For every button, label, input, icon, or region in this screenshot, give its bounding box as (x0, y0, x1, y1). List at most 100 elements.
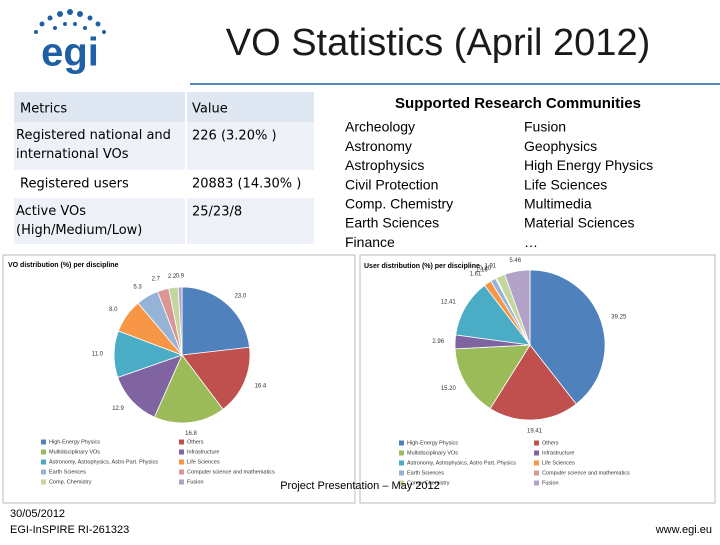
community-item: Civil Protection (345, 176, 438, 192)
data-label: 19.41 (527, 428, 543, 434)
legend-label: Computer science and mathematics (187, 469, 275, 475)
community-item: Material Sciences (524, 215, 635, 231)
legend-swatch (534, 460, 539, 466)
footer-date: 30/05/2012 (10, 508, 65, 520)
pie-slice (117, 354, 183, 418)
legend-label: Earth Sciences (407, 470, 444, 476)
legend-swatch (179, 479, 184, 485)
table-cell: Active VOs (High/Medium/Low) (16, 204, 143, 238)
pie-slice (455, 284, 531, 346)
data-label: 5.3 (133, 285, 142, 291)
community-item: Multimedia (524, 196, 592, 212)
community-item: … (524, 234, 538, 250)
footer-url: www.egi.eu (655, 524, 712, 536)
data-label: 8.0 (109, 307, 118, 313)
logo-text: egi (41, 31, 99, 75)
community-item: Astronomy (345, 138, 412, 154)
legend-swatch (179, 449, 184, 455)
table-cell: 20883 (14.30% ) (192, 177, 301, 192)
footer-center: Project Presentation – May 2012 (280, 480, 440, 492)
table-cell: 25/23/8 (192, 205, 242, 220)
logo: egi (34, 9, 106, 75)
pie-slice (504, 269, 531, 346)
legend-swatch (399, 460, 404, 466)
column-header: Value (192, 102, 228, 117)
legend-label: Earth Sciences (49, 469, 86, 475)
table-row (14, 198, 314, 244)
pie-slice (529, 269, 606, 405)
chart-title: VO distribution (%) per discipline (8, 262, 119, 269)
legend-swatch (41, 449, 46, 455)
legend-swatch (41, 469, 46, 475)
table-cell: 226 (3.20% ) (192, 129, 277, 144)
metrics-table: Metrics Value Registered national and in… (14, 92, 314, 244)
legend-label: Comp. Chemistry (407, 480, 450, 486)
data-label: 1.61 (470, 272, 482, 278)
cell-box: Registered national and international VO… (16, 128, 171, 162)
legend-swatch (179, 439, 184, 445)
communities-list: Archeology Astronomy Astrophysics Civil Pro… (345, 119, 653, 250)
data-label: 12.9 (112, 406, 124, 412)
charts: VO distribution (%) per discipline 23.0 16… (8, 258, 630, 487)
legend-label: Computer science and mathematics (542, 470, 630, 476)
data-label: 16.8 (185, 431, 197, 437)
legend-label: Fusion (542, 480, 559, 486)
legend-label: High-Energy Physics (49, 439, 100, 445)
legend-swatch (41, 459, 46, 465)
legend-label: Life Sciences (542, 460, 575, 466)
community-item: Fusion (524, 119, 566, 135)
legend-label: Astronomy, Astrophysics, Astro Part. Phy… (49, 459, 158, 465)
data-label: 11.0 (92, 352, 104, 358)
legend-label: Others (542, 440, 559, 446)
data-label: 2.96 (432, 339, 444, 345)
legend-swatch (534, 480, 539, 486)
legend-label: Comp. Chemistry (49, 479, 92, 485)
data-label: 1.16 (476, 268, 488, 274)
legend-swatch (399, 450, 404, 456)
communities-title: Supported Research Communities (395, 95, 641, 112)
community-item: High Energy Physics (524, 157, 653, 173)
slide-title: VO Statistics (April 2012) (226, 22, 650, 64)
legend-swatch (534, 450, 539, 456)
column-header: Metrics (20, 102, 67, 117)
legend-label: Fusion (187, 479, 204, 485)
legend-label: Others (187, 439, 204, 445)
table-cell: Registered users (20, 177, 129, 192)
pie-slice (454, 344, 531, 410)
community-item: Astrophysics (345, 157, 424, 173)
legend-swatch (399, 470, 404, 476)
data-label: 16.4 (255, 384, 267, 390)
data-label: 23.0 (235, 294, 247, 300)
community-item: Life Sciences (524, 176, 607, 192)
data-label: 1.91 (484, 264, 496, 270)
data-label: 15.20 (441, 386, 457, 392)
data-label: 5.46 (509, 258, 521, 264)
pie-slice (177, 286, 183, 356)
table-row (14, 170, 314, 198)
data-label: 0.9 (176, 274, 185, 280)
chart-title: User distribution (%) per discipline (364, 263, 480, 270)
community-item: Finance (345, 234, 395, 250)
legend-swatch (179, 469, 184, 475)
legend-label: Infrastructure (542, 450, 574, 456)
table-row (14, 122, 314, 170)
data-label: 0.20 (479, 266, 491, 272)
cell-box: Active VOs (High/Medium/Low) (16, 204, 143, 238)
legend-swatch (399, 440, 404, 446)
legend-label: Astronomy, Astrophysics, Astro Part. Phy… (407, 460, 516, 466)
community-item: Geophysics (524, 138, 597, 154)
pie-slice (153, 354, 224, 424)
pie-slice (181, 346, 251, 410)
legend-swatch (399, 480, 404, 486)
community-item: Archeology (345, 119, 415, 135)
legend-label: Infrastructure (187, 449, 219, 455)
legend-swatch (41, 439, 46, 445)
legend-swatch (41, 479, 46, 485)
community-item: Comp. Chemistry (345, 196, 453, 212)
legend-label: Life Sciences (187, 459, 220, 465)
footer-project: EGI-InSPIRE RI-261323 (10, 524, 129, 536)
legend-swatch (534, 470, 539, 476)
legend-swatch (179, 459, 184, 465)
legend-label: High-Energy Physics (407, 440, 458, 446)
